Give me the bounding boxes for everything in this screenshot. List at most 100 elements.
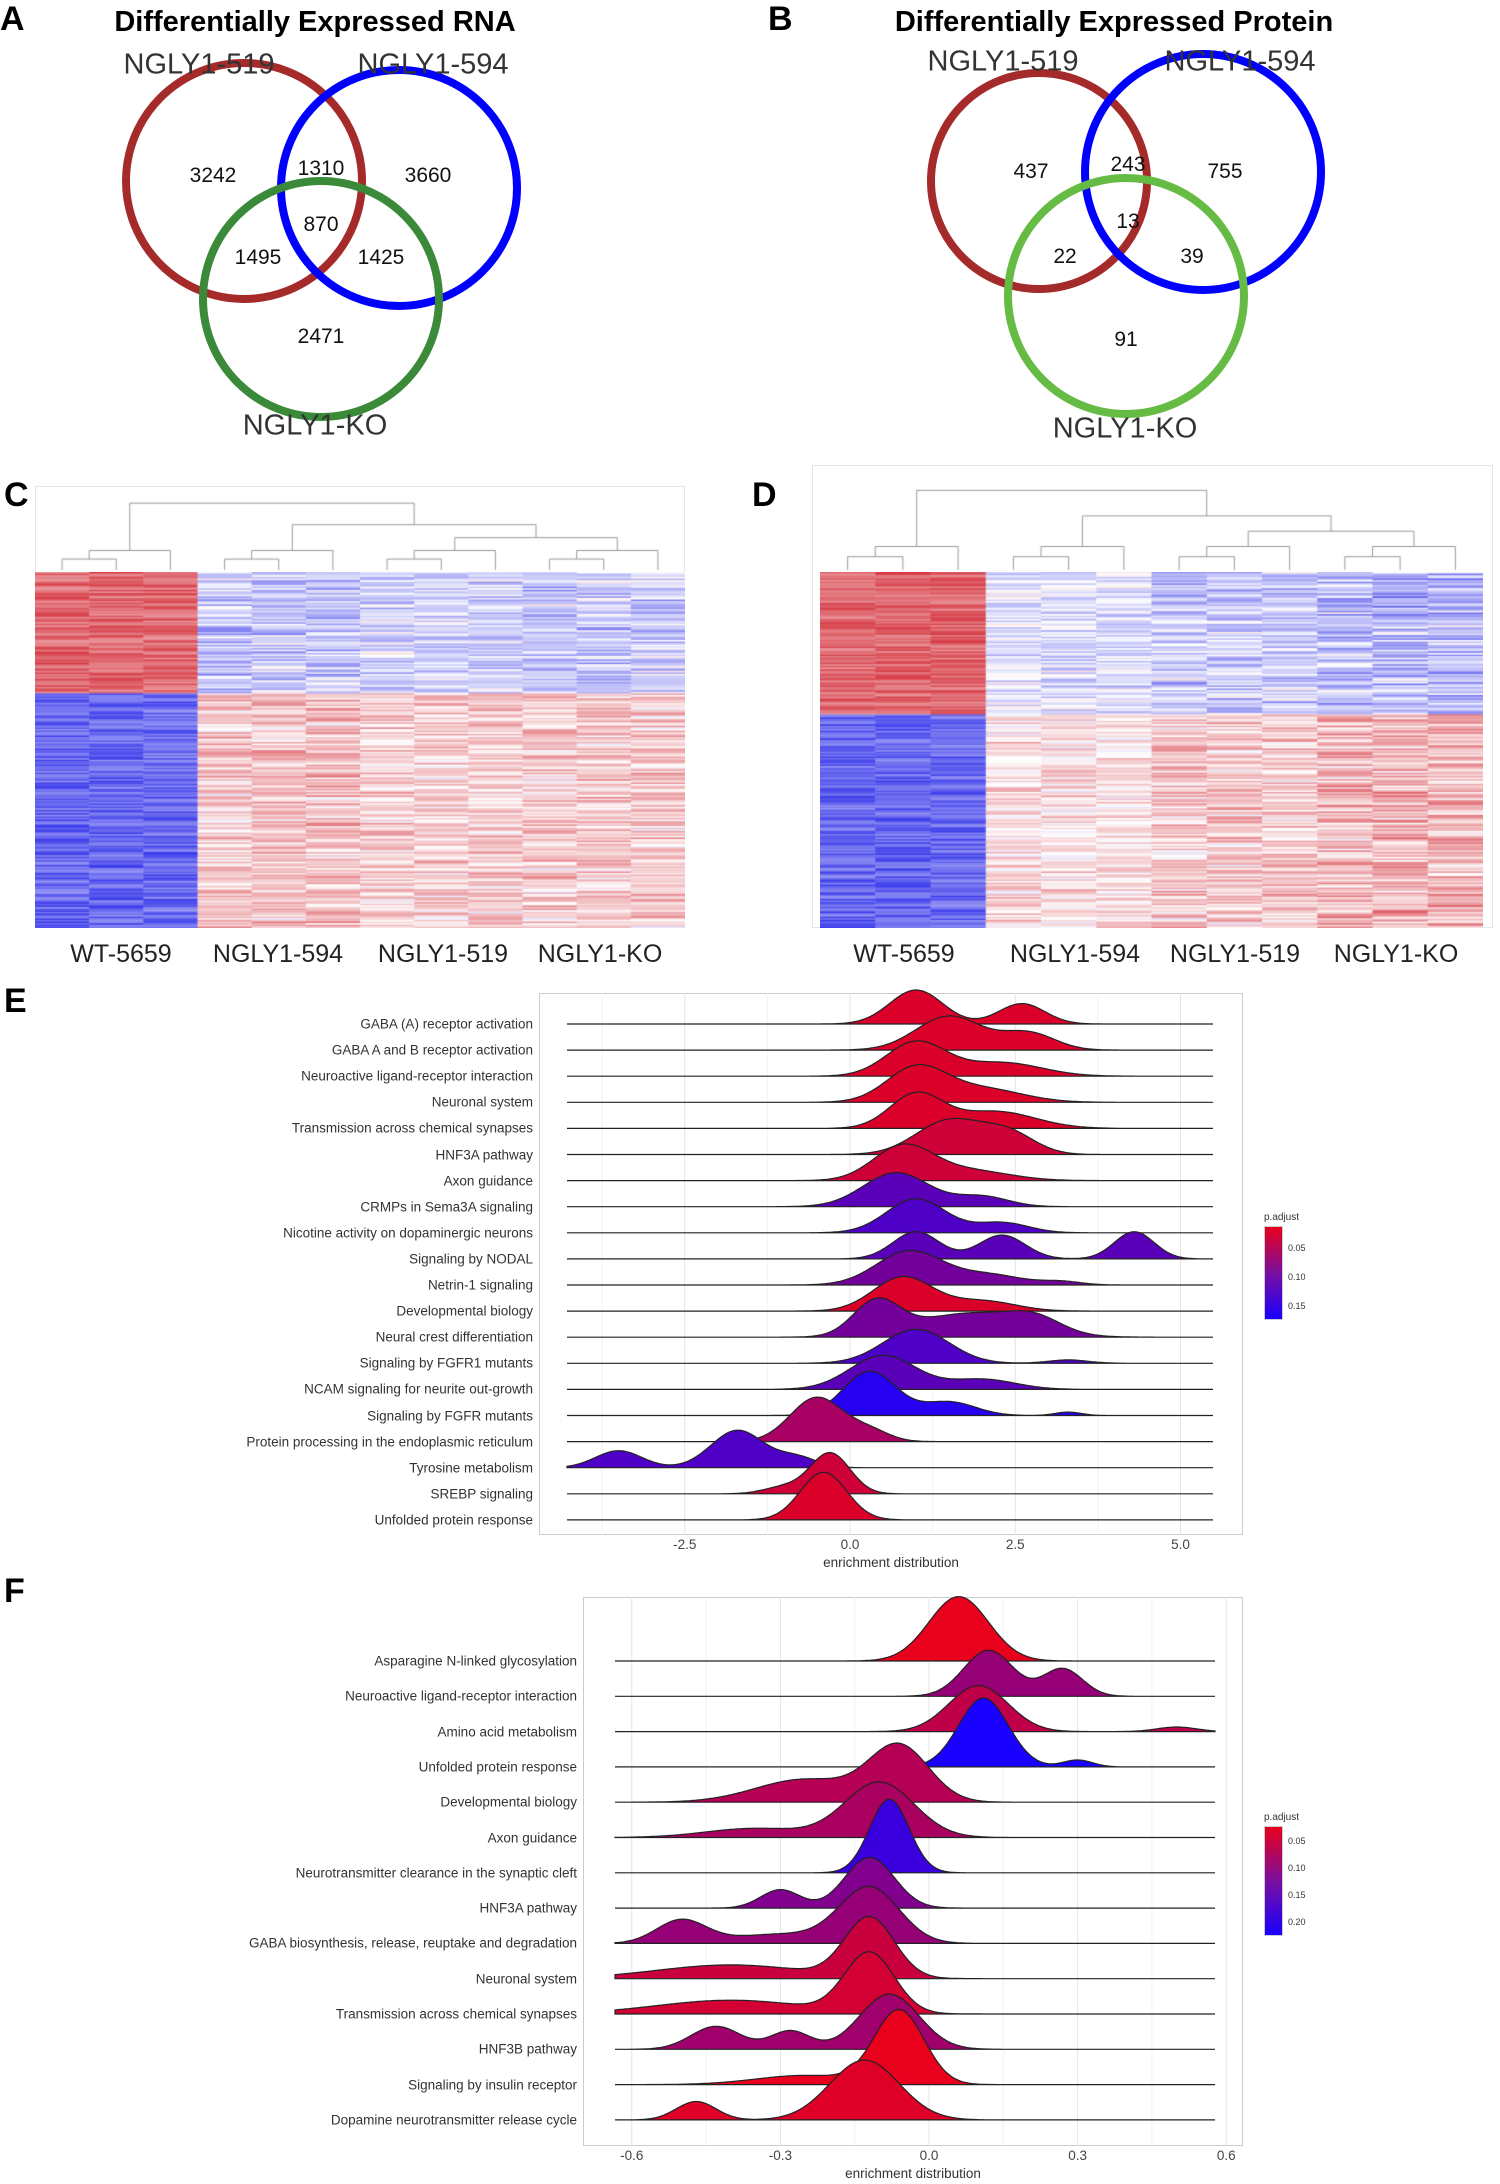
ridge-label: Signaling by FGFR1 mutants — [359, 1355, 533, 1371]
heatmap-group-label: NGLY1-519 — [377, 940, 509, 968]
plot-panel — [539, 993, 1243, 1535]
ridge-transmission-across-chemical-synapses — [567, 1091, 1213, 1129]
ridge-label: Neuronal system — [475, 1971, 577, 1987]
ridge-label: Developmental biology — [440, 1794, 577, 1810]
x-tick-label: -2.5 — [673, 1537, 697, 1552]
ridge-label: Transmission across chemical synapses — [335, 2006, 577, 2022]
ridge-label: Dopamine neurotransmitter release cycle — [330, 2112, 577, 2128]
ridge-label: Neuroactive ligand-receptor interaction — [345, 1688, 577, 1704]
ridge-crmps-in-sema3a-signaling — [567, 1172, 1213, 1208]
venn-label: NGLY1-519 — [123, 48, 275, 81]
venn-label: NGLY1-594 — [357, 48, 509, 81]
ridge-signaling-by-fgfr1-mutants — [567, 1328, 1213, 1364]
ridge-signaling-by-insulin-receptor — [615, 2008, 1215, 2086]
x-tick-label: 2.5 — [1005, 1537, 1025, 1552]
venn-circle-594 — [1081, 50, 1325, 294]
venn-count: 1425 — [357, 246, 405, 269]
x-axis-title: enrichment distribution — [823, 1555, 959, 1570]
ridge-label: Nicotine activity on dopaminergic neuron… — [283, 1225, 533, 1241]
legend-tick: 0.15 — [1288, 1300, 1306, 1311]
venn-label: NGLY1-594 — [1164, 45, 1316, 78]
ridge-label: Axon guidance — [443, 1173, 533, 1189]
ridge-label: CRMPs in Sema3A signaling — [360, 1199, 533, 1215]
ridge-neuroactive-ligand-receptor-interaction — [615, 1649, 1215, 1697]
x-tick-label: 0.0 — [919, 2148, 939, 2163]
venn-label: NGLY1-KO — [1052, 412, 1198, 445]
ridge-neurotransmitter-clearance-in-the-synaptic-cleft — [615, 1798, 1215, 1874]
heatmap-group-label: NGLY1-594 — [212, 940, 344, 968]
venn-count: 1495 — [234, 246, 282, 269]
venn-rna-diagram — [122, 59, 521, 421]
ridge-label: Signaling by NODAL — [409, 1251, 533, 1267]
venn-circle-ko — [1004, 174, 1248, 418]
ridge-label: Neural crest differentiation — [375, 1329, 533, 1345]
venn-count: 3242 — [189, 164, 237, 187]
x-tick-label: -0.6 — [620, 2148, 644, 2163]
ridge-label: HNF3A pathway — [479, 1900, 577, 1916]
ridge-label: SREBP signaling — [430, 1486, 533, 1502]
panel-label-a: A — [0, 0, 25, 38]
ridge-amino-acid-metabolism — [615, 1685, 1216, 1733]
ridge-gaba-biosynthesis-release-reuptake-and-degradation — [614, 1885, 1215, 1944]
ridge-hnf3a-pathway — [615, 1856, 1215, 1909]
ridge-label: GABA biosynthesis, release, reuptake and… — [249, 1935, 577, 1951]
ridge-asparagine-n-linked-glycosylation — [615, 1595, 1215, 1662]
legend-tick: 0.20 — [1288, 1917, 1306, 1928]
ridge-label: Transmission across chemical synapses — [291, 1120, 533, 1136]
venn-count: 13 — [1116, 210, 1140, 233]
heatmap-group-label: WT-5659 — [70, 940, 172, 968]
x-tick-label: 0.6 — [1216, 2148, 1236, 2163]
ridge-label: Signaling by FGFR mutants — [367, 1408, 533, 1423]
ridge-label: HNF3B pathway — [478, 2041, 577, 2057]
ridge-developmental-biology — [567, 1275, 1213, 1312]
ridge-transmission-across-chemical-synapses — [614, 1951, 1215, 2015]
heatmap-group-label: NGLY1-KO — [537, 940, 663, 968]
ridge-neuroactive-ligand-receptor-interaction — [567, 1040, 1213, 1077]
heatmap-group-label: WT-5659 — [853, 940, 955, 968]
ridge-signaling-by-nodal — [567, 1231, 1213, 1260]
ridge-axon-guidance — [567, 1143, 1213, 1182]
ridge-developmental-biology — [615, 1742, 1215, 1803]
ridge-nicotine-activity-on-dopaminergic-neurons — [567, 1198, 1213, 1234]
heatmap-group-label: NGLY1-519 — [1169, 940, 1301, 968]
legend-title: p.adjust — [1264, 1812, 1300, 1823]
heatmap-c — [35, 572, 685, 928]
ridge-label: NCAM signaling for neurite out-growth — [304, 1381, 533, 1397]
ridge-gaba-a-and-b-receptor-activation — [567, 1015, 1213, 1051]
heatmap-c-dendrogram — [35, 486, 685, 572]
x-tick-label: 5.0 — [1171, 1537, 1190, 1552]
legend-tick: 0.05 — [1288, 1836, 1306, 1847]
ridge-label: Neuronal system — [431, 1094, 533, 1110]
x-tick-label: 0.3 — [1068, 2148, 1087, 2163]
ridge-unfolded-protein-response — [567, 1471, 1213, 1521]
legend-tick: 0.10 — [1288, 1271, 1306, 1282]
panel-label-b: B — [768, 0, 793, 38]
ridge-dopamine-neurotransmitter-release-cycle — [615, 2059, 1215, 2121]
ridge-label: Protein processing in the endoplasmic re… — [246, 1434, 533, 1450]
venn-circle-519 — [122, 59, 366, 303]
ridge-label: Neuroactive ligand-receptor interaction — [301, 1068, 533, 1084]
heatmap-group-label: NGLY1-KO — [1333, 940, 1459, 968]
venn-circle-ko — [199, 177, 443, 421]
ridge-ncam-signaling-for-neurite-out-growth — [567, 1354, 1213, 1390]
heatmap-d-dendrogram — [820, 470, 1483, 572]
ridge-label: Amino acid metabolism — [437, 1724, 577, 1740]
legend-tick: 0.15 — [1288, 1890, 1306, 1901]
panel-label-e: E — [4, 982, 27, 1020]
x-axis-title: enrichment distribution — [845, 2166, 981, 2181]
panel-label-d: D — [752, 476, 777, 514]
ridge-label: Unfolded protein response — [418, 1759, 577, 1775]
panel-label-c: C — [4, 476, 29, 514]
ridge-neural-crest-differentiation — [567, 1297, 1213, 1338]
ridge-label: Axon guidance — [487, 1830, 577, 1845]
venn-protein-diagram — [927, 50, 1325, 418]
venn-label: NGLY1-519 — [927, 45, 1079, 78]
venn-count: 755 — [1207, 160, 1243, 183]
ridge-srebp-signaling — [567, 1451, 1213, 1495]
venn-protein-title: Differentially Expressed Protein — [894, 6, 1334, 38]
venn-count: 91 — [1114, 328, 1138, 351]
ridge-label: Tyrosine metabolism — [409, 1460, 533, 1476]
venn-count: 870 — [303, 213, 339, 236]
legend-tick: 0.05 — [1288, 1243, 1306, 1253]
